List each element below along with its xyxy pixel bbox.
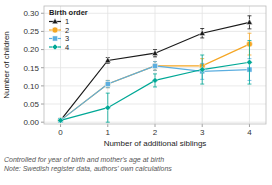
legend-item: 4 xyxy=(49,43,69,52)
series-line xyxy=(61,22,250,120)
legend-marker xyxy=(52,27,58,33)
tick-label: 0 xyxy=(58,128,63,137)
tick xyxy=(60,124,61,127)
legend-marker xyxy=(52,44,58,50)
tick xyxy=(41,104,44,105)
tick xyxy=(41,85,44,86)
error-bar xyxy=(106,58,110,64)
series-line xyxy=(61,62,250,120)
error-bar xyxy=(153,62,157,71)
grid xyxy=(44,6,266,124)
series-line xyxy=(61,44,250,120)
error-bar xyxy=(247,40,251,84)
series xyxy=(58,33,253,123)
tick xyxy=(249,124,250,127)
error-bar xyxy=(200,55,204,84)
point xyxy=(58,117,64,123)
error-bar xyxy=(200,29,204,38)
legend: Birth order1234 xyxy=(49,8,88,52)
point xyxy=(105,82,110,87)
point xyxy=(152,63,158,69)
grid-line xyxy=(60,6,61,124)
point xyxy=(199,30,205,36)
tick xyxy=(41,31,44,32)
point xyxy=(152,63,157,68)
tick xyxy=(41,67,44,68)
legend-label: 4 xyxy=(65,43,69,52)
legend-marker xyxy=(52,18,58,24)
error-bar xyxy=(153,50,157,57)
point xyxy=(199,67,205,73)
point xyxy=(105,81,111,87)
tick-label: 0.15 xyxy=(23,64,39,73)
point xyxy=(246,59,252,65)
plot-area xyxy=(58,16,253,124)
tick-label: 0.05 xyxy=(23,100,39,109)
tick-label: 0.30 xyxy=(23,9,39,18)
legend-title: Birth order xyxy=(49,8,88,17)
tick-label: 0.10 xyxy=(23,82,39,91)
tick xyxy=(202,124,203,127)
tick-label: 3 xyxy=(200,128,205,137)
series xyxy=(58,40,253,123)
y-axis-label: Number of children xyxy=(2,31,11,99)
point xyxy=(246,19,252,25)
point xyxy=(58,118,63,123)
point xyxy=(105,57,111,63)
point xyxy=(58,117,64,123)
tick-label: 0.00 xyxy=(23,118,39,127)
series xyxy=(58,59,252,123)
tick xyxy=(107,124,108,127)
error-bar xyxy=(106,80,110,87)
tick xyxy=(41,122,44,123)
point xyxy=(58,117,64,123)
error-bar xyxy=(106,93,110,122)
tick xyxy=(41,13,44,14)
footnote: Note: Swedish register data, authors' ow… xyxy=(4,165,172,173)
error-bar xyxy=(247,16,251,29)
plot-frame xyxy=(44,6,266,124)
chart: 0.00 0.05 0.10 0.15 0.20 0.25 0.30 0 1 2 3 4 Number … xyxy=(0,0,272,185)
tick-label: 1 xyxy=(106,128,111,137)
point xyxy=(105,105,111,111)
tick-label: 0.20 xyxy=(23,45,39,54)
tick-label: 0.25 xyxy=(23,27,39,36)
footnote: Controlled for year of birth and mother'… xyxy=(4,156,164,164)
tick-label: 4 xyxy=(247,128,252,137)
legend-marker xyxy=(52,36,57,41)
series xyxy=(58,16,253,123)
point xyxy=(152,50,158,56)
tick xyxy=(41,49,44,50)
error-bar xyxy=(153,62,157,71)
error-bar xyxy=(106,80,110,87)
axes: 0.00 0.05 0.10 0.15 0.20 0.25 0.30 0 1 2 3 4 xyxy=(23,6,266,137)
tick-label: 2 xyxy=(153,128,158,137)
point xyxy=(152,77,158,83)
error-bar xyxy=(153,74,157,87)
tick xyxy=(155,124,156,127)
x-axis-label: Number of additional siblings xyxy=(104,139,207,148)
